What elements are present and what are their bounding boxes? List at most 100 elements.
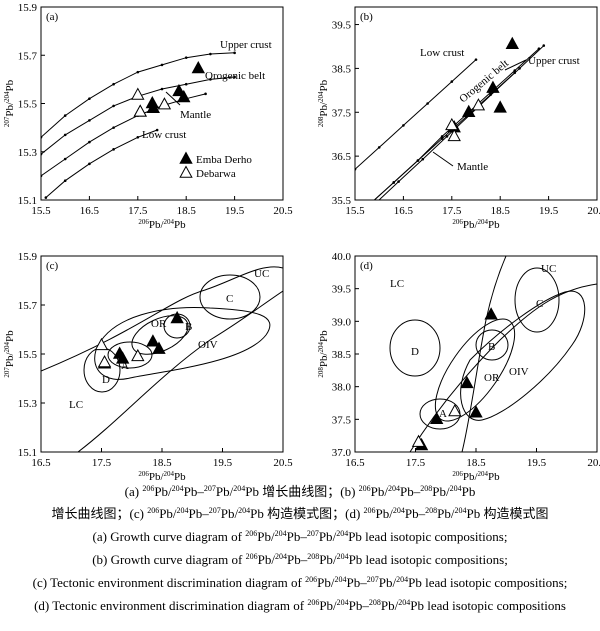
curve-node: [88, 162, 91, 166]
y-tick-label: 35.5: [332, 195, 352, 207]
c-envelope: [199, 274, 261, 320]
region-label: B: [488, 341, 495, 353]
debarwa-point: [157, 97, 172, 110]
y-tick-label: 15.9: [18, 251, 38, 263]
emba-derho-point: [460, 375, 474, 389]
emba-derho-point: [146, 100, 160, 114]
debarwa-point: [131, 348, 145, 362]
curve-node: [112, 126, 115, 129]
or-envelope: [131, 315, 189, 355]
debarwa-point: [94, 337, 109, 351]
curve-node: [377, 146, 381, 149]
emba-derho-point: [505, 36, 519, 50]
y-tick-label: 37.0: [332, 447, 352, 459]
x-tick-label: 17.5: [406, 457, 426, 469]
curve-node: [160, 87, 164, 91]
y-tick-label: 15.9: [18, 2, 38, 14]
curve-node: [426, 102, 429, 105]
axis-title: 206Pb/204Pb: [138, 470, 186, 480]
curve-node: [204, 92, 207, 96]
y-tick-label: 15.3: [18, 398, 38, 410]
emba-derho-point: [177, 89, 191, 103]
x-tick-label: 17.5: [128, 205, 148, 217]
region-label: B: [185, 321, 192, 333]
curve-node: [112, 82, 115, 86]
y-tick-label: 40.0: [332, 251, 352, 263]
legend-marker: [179, 165, 193, 178]
region-boundary: [41, 266, 283, 372]
curve-node: [489, 93, 492, 97]
emba-derho-point: [172, 83, 186, 97]
curve-node: [450, 80, 454, 83]
region-label: D: [102, 374, 110, 386]
curve-node: [416, 159, 420, 162]
region-label: UC: [541, 263, 556, 275]
region-label: OIV: [509, 366, 529, 378]
emba-derho-point: [146, 334, 160, 347]
curve-label: Mantle: [180, 109, 211, 121]
axis-title: 207Pb/204Pb: [3, 330, 16, 378]
y-tick-label: 37.5: [332, 414, 352, 426]
d-envelope: [389, 319, 441, 377]
chart-panel-d: 16.5 17.5 18.5 19.5 20.5 37.0 37.5 38.0 38.5 39.0…: [317, 251, 600, 480]
x-tick-label: 19.5: [213, 457, 233, 469]
growth-curve: [355, 59, 477, 170]
emba-derho-point: [484, 307, 498, 320]
plot-frame: [354, 6, 598, 201]
x-tick-label: 18.5: [466, 457, 486, 469]
plot-area: [41, 266, 283, 452]
emba-derho-point: [191, 60, 205, 74]
curve-node: [209, 52, 212, 56]
curve-node: [233, 75, 236, 79]
label-leader: [432, 151, 454, 167]
curve-node: [44, 196, 48, 199]
region-boundary: [461, 256, 507, 452]
emba-derho-point: [152, 341, 166, 354]
emba-derho-point: [462, 104, 476, 117]
region-label: UC: [254, 268, 269, 280]
plot-frame: [40, 255, 284, 453]
emba-derho-point: [429, 411, 444, 425]
axis-title: 206Pb/204Pb: [138, 218, 186, 231]
y-tick-label: 38.5: [332, 63, 352, 75]
curve-node: [160, 63, 164, 67]
region-boundary: [77, 290, 283, 452]
x-tick-label: 20.5: [273, 457, 293, 469]
emba-derho-point: [486, 80, 500, 93]
curve-node: [112, 104, 115, 108]
curve-label: Low crust: [142, 129, 186, 141]
x-tick-label: 16.5: [31, 457, 51, 469]
chart-panel-c: 16.5 17.5 18.5 19.5 20.5 15.1 15.3 15.5 15.7 15.9…: [3, 251, 293, 480]
curve-node: [155, 128, 159, 132]
panel-label: (b): [360, 11, 373, 23]
caption-en-line4: (d) Tectonic environment discrimination …: [34, 598, 566, 613]
legend-marker: [179, 151, 193, 164]
x-tick-label: 17.5: [92, 457, 112, 469]
curve-node: [421, 157, 425, 161]
caption-en-line1: (a) Growth curve diagram of 206Pb/204Pb–…: [92, 529, 508, 544]
region-label: LC: [390, 278, 404, 290]
region-label: D: [411, 346, 419, 358]
axis-title: 206Pb/204Pb: [452, 218, 500, 231]
curve-label: Orogenic belt: [205, 70, 265, 82]
oiv-envelope: [460, 290, 586, 421]
debarwa-point: [131, 87, 145, 100]
x-tick-label: 16.5: [394, 205, 414, 217]
curve-node: [63, 157, 67, 161]
x-tick-label: 18.5: [491, 205, 511, 217]
curve-node: [445, 135, 449, 138]
x-tick-label: 17.5: [442, 205, 462, 217]
curve-node: [397, 180, 400, 183]
y-tick-label: 15.1: [18, 195, 37, 207]
y-tick-label: 15.7: [18, 50, 38, 62]
y-tick-label: 15.3: [18, 147, 38, 159]
curve-node: [184, 82, 188, 86]
caption-zh-line1: (a) 206Pb/204Pb–207Pb/204Pb 增长曲线图；(b) 20…: [124, 484, 476, 499]
curve-node: [474, 58, 478, 61]
y-tick-label: 38.0: [332, 382, 352, 394]
panel-label: (a): [46, 11, 59, 23]
region-label: LC: [69, 399, 83, 411]
curve-node: [368, 203, 371, 206]
panel-label: (d): [360, 260, 373, 272]
emba-derho-point: [115, 351, 130, 364]
